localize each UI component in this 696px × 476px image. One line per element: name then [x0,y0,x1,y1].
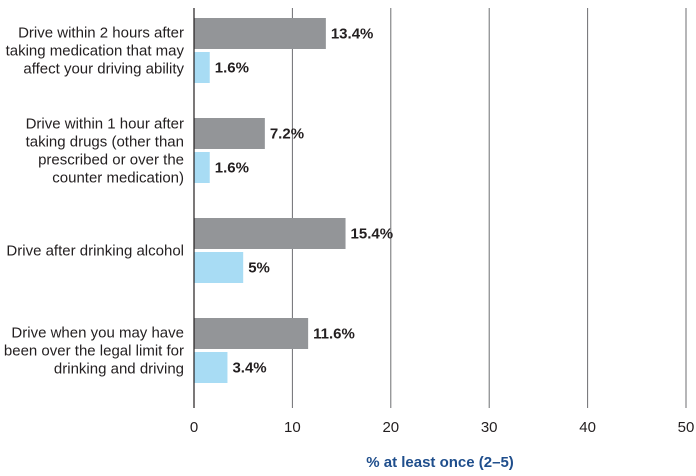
bar [194,152,210,183]
category-label: Drive when you may have been over the leg… [4,325,184,378]
x-tick-label: 50 [678,419,695,436]
value-label: 13.4% [331,26,374,43]
category-label: Drive within 2 hours after taking medicat… [6,25,185,78]
value-label: 1.6% [215,160,249,177]
bar [194,52,210,83]
x-tick-label: 0 [190,419,198,436]
x-axis-title: % at least once (2–5) [366,454,514,471]
category-label: Drive within 1 hour after taking drugs (o… [26,116,184,187]
x-tick-label: 10 [284,419,301,436]
bar [194,118,265,149]
category-label: Drive after drinking alcohol [6,243,184,260]
value-label: 11.6% [313,326,355,343]
bar [194,18,326,49]
category-labels: Drive within 2 hours after taking medicat… [4,25,185,378]
x-tick-label: 20 [382,419,399,436]
bar [194,218,346,249]
gridlines [291,8,687,408]
value-label: 15.4% [351,226,394,243]
value-label: 3.4% [232,360,266,377]
x-tick-label: 40 [579,419,596,436]
bar [194,318,309,349]
x-axis-ticks: 0 10 20 30 40 50 [190,419,695,436]
bar [194,352,228,383]
value-label: 7.2% [270,126,304,143]
value-labels: 13.4% 1.6% 7.2% 1.6% 15.4% 5% 11.6% 3.4% [215,26,393,377]
value-label: 1.6% [215,60,249,77]
value-label: 5% [248,260,270,277]
bars [194,18,346,383]
bar [194,252,244,283]
x-tick-label: 30 [481,419,498,436]
